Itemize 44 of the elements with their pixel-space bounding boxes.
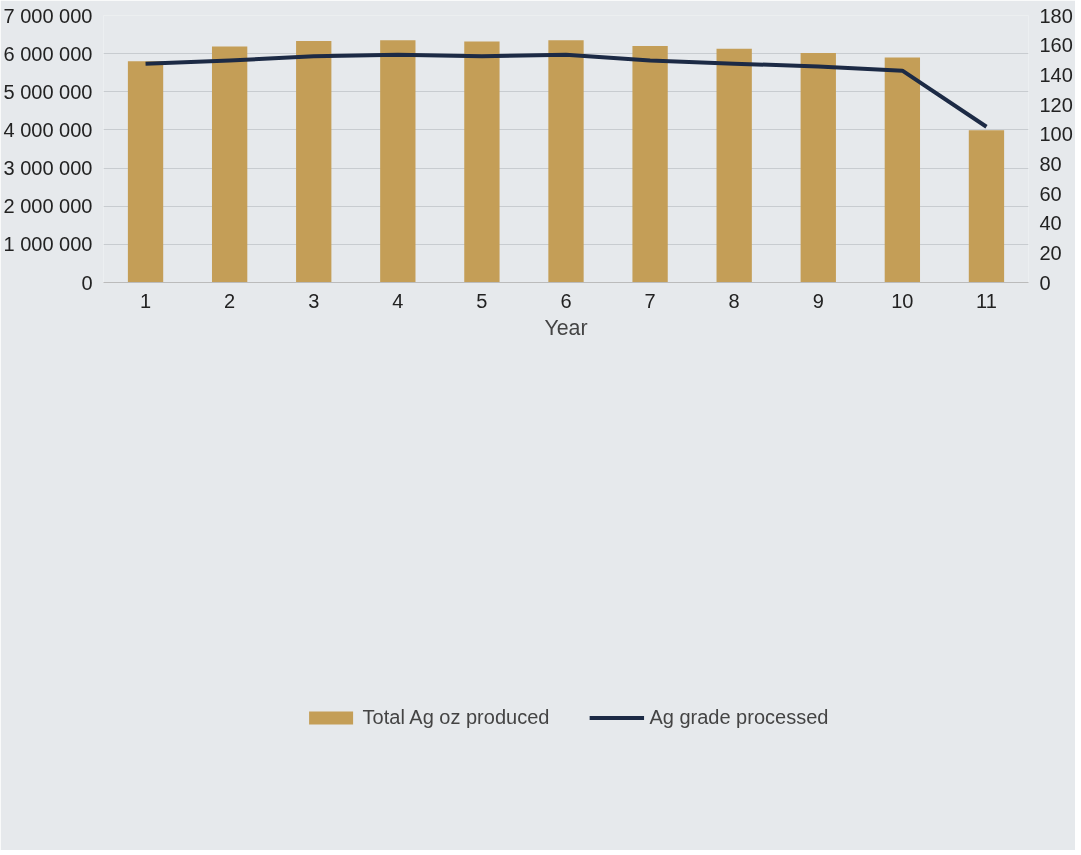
bar xyxy=(380,40,416,283)
x-tick-label: 1 xyxy=(139,289,152,312)
y-tick-label: 5 000 000 xyxy=(3,80,93,103)
x-tick-label: 9 xyxy=(812,289,824,312)
y2-tick-label: 60 xyxy=(1039,182,1062,205)
y-tick-label: 3 000 000 xyxy=(3,157,93,180)
y-tick-label: 7 000 000 xyxy=(3,4,93,27)
bar xyxy=(968,130,1005,283)
x-tick-label: 5 xyxy=(476,289,488,312)
bar xyxy=(884,57,921,283)
y2-tick-label: 80 xyxy=(1039,152,1062,175)
y-tick-label: 6 000 000 xyxy=(3,42,93,65)
bar xyxy=(632,46,668,283)
x-tick-label: 4 xyxy=(392,289,404,312)
bar xyxy=(211,46,248,283)
x-axis-title: Year xyxy=(544,315,588,340)
y2-tick-label: 160 xyxy=(1039,34,1073,57)
y2-tick-label: 20 xyxy=(1039,241,1062,264)
y2-tick-label: 100 xyxy=(1039,123,1073,146)
bar xyxy=(296,41,332,283)
y2-tick-label: 140 xyxy=(1039,63,1073,86)
y2-tick-label: 0 xyxy=(1039,271,1051,294)
bar xyxy=(127,61,164,283)
y-tick-label: 2 000 000 xyxy=(3,195,93,218)
x-tick-label: 2 xyxy=(224,289,236,312)
bar xyxy=(800,52,836,283)
x-tick-label: 10 xyxy=(891,289,914,312)
x-tick-label: 6 xyxy=(560,289,572,312)
bar xyxy=(716,48,752,283)
x-tick-label: 7 xyxy=(644,289,656,312)
legend-label: Total Ag oz produced xyxy=(362,705,550,729)
y-tick-label: 1 000 000 xyxy=(3,233,93,256)
x-tick-label: 8 xyxy=(728,289,740,312)
line-series xyxy=(143,52,989,129)
bar xyxy=(464,41,500,283)
y-tick-label: 0 xyxy=(81,271,93,294)
legend-label: Ag grade processed xyxy=(649,705,829,729)
y2-tick-label: 40 xyxy=(1039,212,1062,235)
y-tick-label: 4 000 000 xyxy=(3,118,93,141)
x-tick-label: 3 xyxy=(308,289,320,312)
y2-tick-label: 120 xyxy=(1039,93,1073,116)
bar xyxy=(548,40,584,283)
y2-tick-label: 180 xyxy=(1039,4,1073,27)
x-tick-label: 11 xyxy=(976,289,997,312)
